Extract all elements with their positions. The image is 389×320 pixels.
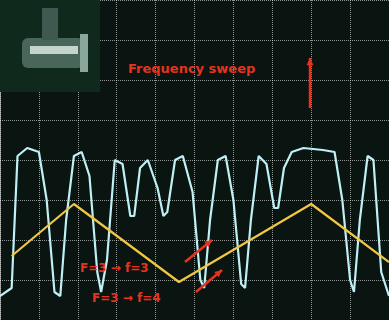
svg-text:F=3 → f=3: F=3 → f=3 — [80, 261, 149, 275]
svg-text:F=3 → f=4: F=3 → f=4 — [92, 291, 161, 305]
svg-text:Frequency sweep: Frequency sweep — [128, 61, 255, 76]
